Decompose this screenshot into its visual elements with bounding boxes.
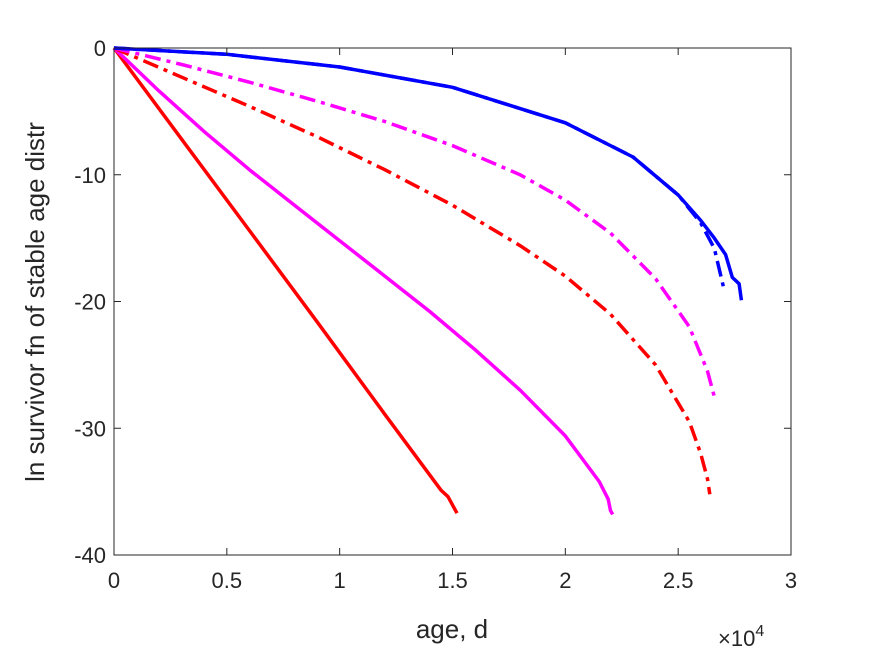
x-tick-label: 1.5 xyxy=(437,568,468,593)
y-tick-label: -30 xyxy=(74,416,106,441)
tick-layer: 0 0.5 1 1.5 2 2.5 3 0 -10 -20 -30 -40 xyxy=(74,36,797,593)
series-line-4 xyxy=(113,46,716,398)
x-tick-label: 0 xyxy=(108,568,120,593)
series-line-2 xyxy=(112,46,615,516)
plot-area xyxy=(114,48,791,555)
y-tick-label: -40 xyxy=(74,543,106,568)
x-tick-label: 1 xyxy=(334,568,346,593)
series-line-3 xyxy=(113,46,712,495)
x-tick-label: 2.5 xyxy=(663,568,694,593)
series-layer xyxy=(112,46,744,516)
series-line-1 xyxy=(112,46,459,515)
x-tick-label: 0.5 xyxy=(212,568,243,593)
x-tick-label: 2 xyxy=(559,568,571,593)
y-tick-label: -20 xyxy=(74,290,106,315)
y-axis-label: ln survivor fn of stable age distr xyxy=(20,122,50,482)
x-exponent-label: ×104 xyxy=(718,623,764,651)
series-line-6 xyxy=(113,46,744,301)
x-exponent-power: 4 xyxy=(755,623,764,640)
x-axis-label: age, d xyxy=(416,614,488,644)
y-tick-label: 0 xyxy=(94,36,106,61)
y-tick-label: -10 xyxy=(74,163,106,188)
x-tick-label: 3 xyxy=(785,568,797,593)
x-exponent-base: ×10 xyxy=(718,626,755,651)
